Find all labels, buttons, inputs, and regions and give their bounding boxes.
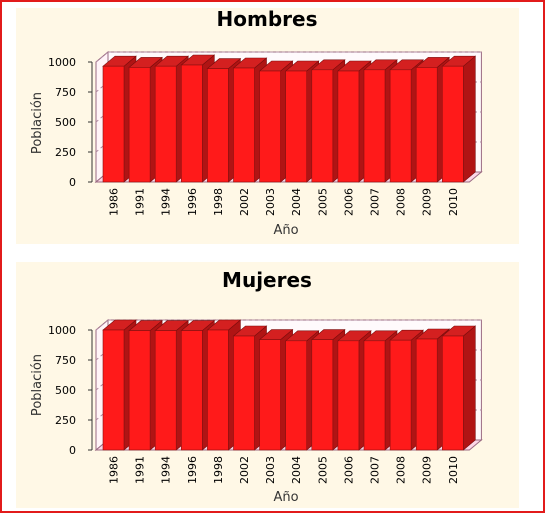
bar-side xyxy=(462,325,476,451)
y-tick-label: 250 xyxy=(55,146,76,159)
x-tick-label: 2003 xyxy=(264,456,277,484)
bar xyxy=(181,330,203,451)
chart-title: Hombres xyxy=(217,8,318,31)
chart-mujeres: Mujeres Población Año 0 250 500 750 1000… xyxy=(30,268,483,505)
bar xyxy=(415,338,438,451)
x-tick-label: 2009 xyxy=(421,456,434,484)
y-tick-label: 750 xyxy=(55,86,76,99)
x-tick-label: 2006 xyxy=(342,456,355,484)
x-tick-label: 1996 xyxy=(186,456,199,484)
x-tick-label: 2002 xyxy=(238,456,251,484)
bar xyxy=(389,69,412,183)
bar xyxy=(389,339,412,451)
y-tick-label: 750 xyxy=(55,354,76,367)
x-tick-label: 1991 xyxy=(134,456,147,484)
bar xyxy=(128,67,151,183)
chart-panel-mujeres: Mujeres Población Año 0 250 500 750 1000… xyxy=(16,262,519,508)
bar xyxy=(363,69,386,183)
bar xyxy=(259,339,281,451)
y-tick-label: 1000 xyxy=(48,324,76,337)
bar xyxy=(207,68,229,183)
bar xyxy=(285,70,308,183)
gridline xyxy=(95,51,109,63)
x-tick-label: 2009 xyxy=(421,188,434,216)
bar xyxy=(233,335,255,451)
x-tick-label: 1994 xyxy=(160,188,173,216)
x-tick-label: 2007 xyxy=(369,456,382,484)
bar xyxy=(154,330,177,451)
x-tick-label: 2008 xyxy=(395,456,408,484)
x-tick-label: 1994 xyxy=(160,456,173,484)
bar xyxy=(415,67,438,183)
plot-area: 1986 1991 1994 1996 1998 2002 2003 2004 2005 2006… xyxy=(88,318,483,484)
bar xyxy=(233,67,255,183)
bar xyxy=(128,330,151,451)
x-tick-label: 2010 xyxy=(447,456,460,484)
plot-area: 1986 1991 1994 1996 1998 2002 2003 2004 2005 2006… xyxy=(88,50,483,216)
bar xyxy=(311,69,334,183)
x-tick-label: 2005 xyxy=(316,456,329,484)
chart-panel-hombres: Hombres Población Año 0 250 500 750 1000… xyxy=(16,8,519,244)
x-tick-label: 2002 xyxy=(238,188,251,216)
x-tick-label: 2010 xyxy=(447,188,460,216)
y-tick-label: 1000 xyxy=(48,56,76,69)
bar xyxy=(441,65,464,183)
bar xyxy=(441,335,464,451)
x-tick-label: 2008 xyxy=(395,188,408,216)
x-tick-label: 1996 xyxy=(186,188,199,216)
y-tick-labels: 0 250 500 750 1000 xyxy=(48,324,76,457)
chart-hombres: Hombres Población Año 0 250 500 750 1000… xyxy=(30,8,483,238)
x-tick-label: 2003 xyxy=(264,188,277,216)
y-axis-title: Población xyxy=(30,354,45,416)
bar xyxy=(337,70,360,183)
bar xyxy=(285,340,308,451)
x-tick-label: 1998 xyxy=(212,456,225,484)
x-tick-label: 2005 xyxy=(316,188,329,216)
bar xyxy=(337,340,360,451)
y-tick-label: 500 xyxy=(55,116,76,129)
bar xyxy=(207,329,229,451)
x-axis-title: Año xyxy=(273,223,298,238)
y-tick-label: 0 xyxy=(69,444,76,457)
bar-side xyxy=(462,55,476,183)
bar xyxy=(311,339,334,451)
bar xyxy=(363,340,386,451)
x-tick-label: 2006 xyxy=(342,188,355,216)
bar xyxy=(259,70,281,183)
y-tick-label: 250 xyxy=(55,414,76,427)
bar xyxy=(102,65,125,183)
x-axis-title: Año xyxy=(273,490,298,505)
x-tick-label: 1998 xyxy=(212,188,225,216)
bar xyxy=(154,65,177,183)
x-tick-label: 1986 xyxy=(108,188,121,216)
x-tick-label: 2004 xyxy=(290,188,303,216)
x-tick-label: 1986 xyxy=(108,456,121,484)
x-tick-label: 2004 xyxy=(290,456,303,484)
x-tick-label: 2007 xyxy=(369,188,382,216)
bar xyxy=(181,64,203,183)
x-tick-label: 1991 xyxy=(134,188,147,216)
chart-title: Mujeres xyxy=(222,268,312,292)
y-tick-label: 500 xyxy=(55,384,76,397)
y-axis-title: Población xyxy=(30,92,45,154)
y-tick-label: 0 xyxy=(69,176,76,189)
bar xyxy=(102,329,125,451)
gridline xyxy=(95,319,109,331)
y-tick-labels: 0 250 500 750 1000 xyxy=(48,56,76,189)
